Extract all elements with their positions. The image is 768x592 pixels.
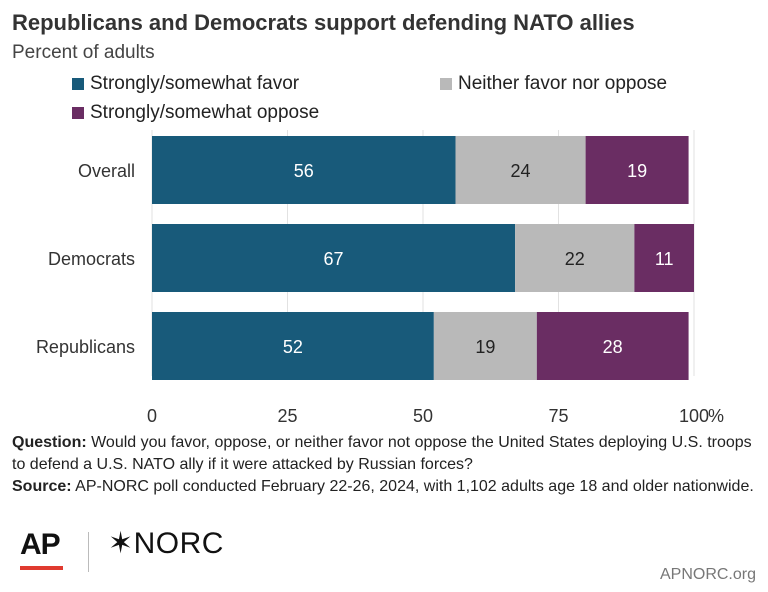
legend-label-oppose: Strongly/somewhat oppose [90, 102, 320, 123]
data-label-overall-series-0: 56 [294, 161, 314, 181]
bar-democrats-series-2 [634, 224, 694, 292]
ap-logo: AP [20, 528, 61, 561]
bar-democrats-series-1 [515, 224, 635, 292]
data-label-republicans-series-0: 52 [283, 337, 303, 357]
bar-democrats-series-0 [152, 224, 516, 292]
question-note: Question: Would you favor, oppose, or ne… [12, 432, 757, 476]
x-tick-label-25: 25 [277, 406, 297, 426]
ap-logo-underline [20, 566, 63, 570]
footer-url: APNORC.org [659, 566, 756, 583]
legend-label-favor: Strongly/somewhat favor [90, 73, 300, 94]
data-label-republicans-series-1: 19 [475, 337, 495, 357]
legend-item-favor: Strongly/somewhat favor [72, 73, 299, 95]
chart-title: Republicans and Democrats support defend… [12, 10, 635, 35]
x-tick-label-0: 0 [147, 406, 157, 426]
question-label: Question: [12, 434, 87, 451]
legend-swatch-neither [440, 78, 452, 90]
x-tick-label-75: 75 [548, 406, 568, 426]
legend-item-neither: Neither favor nor oppose [440, 73, 667, 95]
data-label-overall-series-1: 24 [511, 161, 531, 181]
bar-republicans-series-0 [152, 312, 434, 380]
x-axis-unit: % [708, 406, 724, 426]
source-text: AP-NORC poll conducted February 22-26, 2… [71, 478, 754, 495]
source-note: Source: AP-NORC poll conducted February … [12, 476, 757, 498]
norc-logo: ✶NORC [108, 527, 224, 560]
stacked-bar-chart: Overall 56 24 19 Democrats 67 22 11 Republicans 5… [36, 130, 724, 426]
bar-republicans-series-2 [536, 312, 689, 380]
legend-label-neither: Neither favor nor oppose [458, 73, 668, 94]
bar-overall-series-2 [585, 136, 689, 204]
bar-overall-series-0 [152, 136, 456, 204]
chart-subtitle: Percent of adults [12, 42, 155, 63]
x-tick-label-50: 50 [413, 406, 433, 426]
logo-divider [88, 532, 89, 572]
legend-item-oppose: Strongly/somewhat oppose [72, 102, 319, 124]
data-label-overall-series-2: 19 [627, 161, 647, 181]
category-label-overall: Overall [78, 161, 135, 181]
bar-republicans-series-1 [433, 312, 537, 380]
data-label-democrats-series-2: 11 [655, 249, 674, 269]
chart-note: Question: Would you favor, oppose, or ne… [12, 432, 757, 498]
data-label-democrats-series-1: 22 [565, 249, 585, 269]
legend-swatch-oppose [72, 107, 84, 119]
category-label-democrats: Democrats [48, 249, 135, 269]
data-label-republicans-series-2: 28 [603, 337, 623, 357]
category-label-republicans: Republicans [36, 337, 135, 357]
question-text: Would you favor, oppose, or neither favo… [12, 434, 752, 473]
source-label: Source: [12, 478, 72, 495]
data-label-democrats-series-0: 67 [324, 249, 344, 269]
bar-overall-series-1 [455, 136, 586, 204]
x-tick-label-100: 100 [679, 406, 709, 426]
legend-swatch-favor [72, 78, 84, 90]
